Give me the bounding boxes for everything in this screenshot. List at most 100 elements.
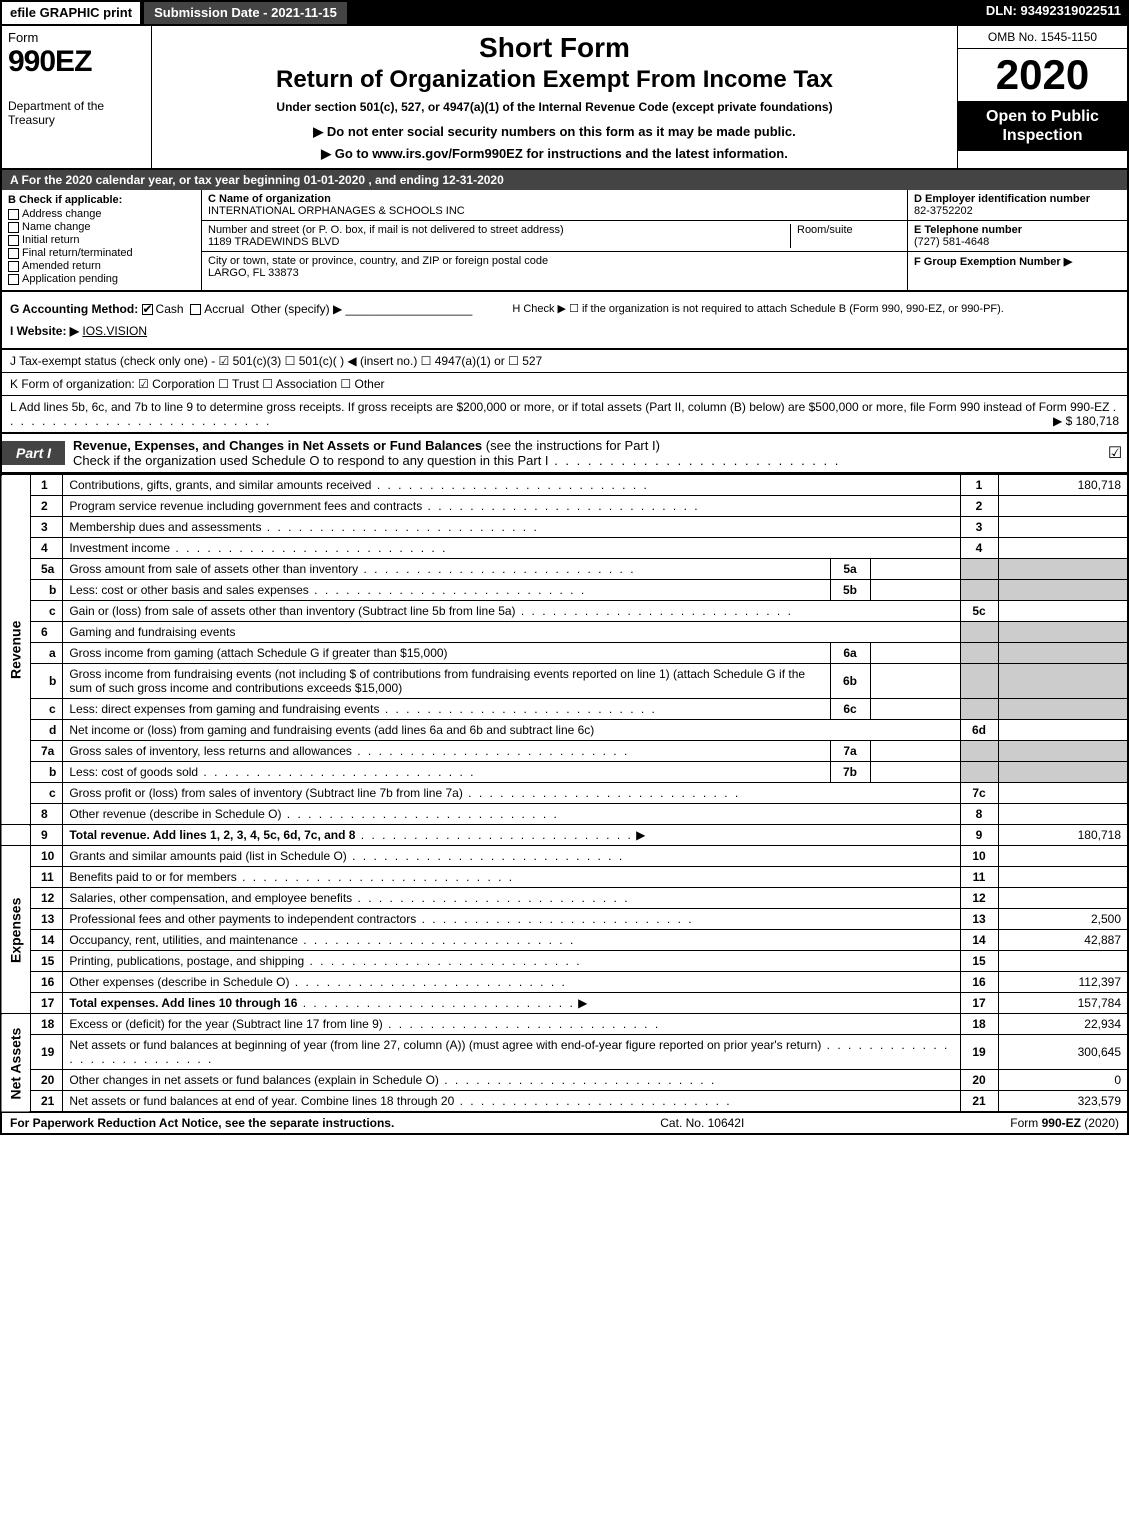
line-21-desc: Net assets or fund balances at end of ye… [69, 1094, 454, 1108]
website-value[interactable]: IOS.VISION [82, 324, 147, 338]
line-13-col: 13 [960, 909, 998, 930]
line-11-amt [998, 867, 1128, 888]
opt-amended-return[interactable]: Amended return [8, 260, 195, 272]
line-1-amt: 180,718 [998, 475, 1128, 496]
line-6-desc: Gaming and fundraising events [63, 622, 960, 643]
part-1-tag: Part I [2, 441, 65, 465]
line-10-desc: Grants and similar amounts paid (list in… [69, 849, 346, 863]
footer-mid: Cat. No. 10642I [660, 1116, 744, 1130]
d-ein-label: D Employer identification number [914, 193, 1090, 205]
line-7c-amt [998, 783, 1128, 804]
line-7a-minival [870, 741, 960, 762]
line-5b-minival [870, 580, 960, 601]
line-9-desc: Total revenue. Add lines 1, 2, 3, 4, 5c,… [69, 828, 355, 842]
line-6b-minival [870, 664, 960, 699]
arrow-icon: ▶ [578, 996, 587, 1010]
shade-cell [960, 559, 998, 580]
form-subtitle: Under section 501(c), 527, or 4947(a)(1)… [162, 100, 947, 114]
expenses-tab: Expenses [1, 846, 31, 1014]
line-20-desc: Other changes in net assets or fund bala… [69, 1073, 439, 1087]
line-5a-minival [870, 559, 960, 580]
shade-cell [960, 762, 998, 783]
instructions-link[interactable]: ▶ Go to www.irs.gov/Form990EZ for instru… [162, 146, 947, 162]
spacer [349, 0, 978, 26]
shade-cell [960, 622, 998, 643]
footer-left: For Paperwork Reduction Act Notice, see … [10, 1116, 394, 1130]
line-7a-mini: 7a [830, 741, 870, 762]
l-amount: ▶ $ 180,718 [1053, 414, 1119, 428]
g-cash-checkbox[interactable] [142, 304, 153, 315]
line-6c-mini: 6c [830, 699, 870, 720]
ssn-warning: ▶ Do not enter social security numbers o… [162, 124, 947, 140]
phone-value: (727) 581-4648 [914, 236, 989, 248]
line-14-col: 14 [960, 930, 998, 951]
shade-cell [960, 643, 998, 664]
opt-final-return[interactable]: Final return/terminated [8, 247, 195, 259]
line-12-col: 12 [960, 888, 998, 909]
org-city: LARGO, FL 33873 [208, 267, 299, 279]
part-1-schedule-o-checkbox[interactable]: ☑ [1103, 443, 1127, 463]
line-7b-desc: Less: cost of goods sold [69, 765, 198, 779]
e-phone-label: E Telephone number [914, 224, 1022, 236]
line-17-desc: Total expenses. Add lines 10 through 16 [69, 996, 297, 1010]
line-3-desc: Membership dues and assessments [69, 520, 261, 534]
line-8-col: 8 [960, 804, 998, 825]
shade-cell [998, 580, 1128, 601]
j-tax-exempt-status: J Tax-exempt status (check only one) - ☑… [2, 350, 1127, 373]
open-to-public: Open to Public Inspection [958, 101, 1127, 151]
line-8-desc: Other revenue (describe in Schedule O) [69, 807, 281, 821]
section-ghi: G Accounting Method: Cash Accrual Other … [0, 292, 1129, 350]
line-1-desc: Contributions, gifts, grants, and simila… [69, 478, 371, 492]
h-schedule-b: H Check ▶ ☐ if the organization is not r… [512, 302, 1004, 316]
col-def: D Employer identification number 82-3752… [907, 190, 1127, 290]
line-5c-col: 5c [960, 601, 998, 622]
line-9-col: 9 [960, 825, 998, 846]
line-18-desc: Excess or (deficit) for the year (Subtra… [69, 1017, 382, 1031]
arrow-icon: ▶ [636, 828, 645, 842]
org-name: INTERNATIONAL ORPHANAGES & SCHOOLS INC [208, 205, 465, 217]
tax-year: 2020 [958, 49, 1127, 101]
opt-address-change[interactable]: Address change [8, 208, 195, 220]
line-17-col: 17 [960, 993, 998, 1014]
efile-button[interactable]: efile GRAPHIC print [0, 0, 142, 26]
line-a-tax-year: A For the 2020 calendar year, or tax yea… [0, 170, 1129, 190]
section-jkl: J Tax-exempt status (check only one) - ☑… [0, 350, 1129, 434]
header-center: Short Form Return of Organization Exempt… [152, 26, 957, 168]
line-21-col: 21 [960, 1091, 998, 1113]
c-addr-label: Number and street (or P. O. box, if mail… [208, 224, 564, 236]
line-4-amt [998, 538, 1128, 559]
g-accrual-checkbox[interactable] [190, 304, 201, 315]
line-15-desc: Printing, publications, postage, and shi… [69, 954, 304, 968]
line-2-amt [998, 496, 1128, 517]
line-20-amt: 0 [998, 1070, 1128, 1091]
line-15-col: 15 [960, 951, 998, 972]
line-6b-mini: 6b [830, 664, 870, 699]
line-20-col: 20 [960, 1070, 998, 1091]
opt-name-change[interactable]: Name change [8, 221, 195, 233]
line-19-desc: Net assets or fund balances at beginning… [69, 1038, 821, 1052]
line-10-col: 10 [960, 846, 998, 867]
c-name-label: C Name of organization [208, 193, 331, 205]
topbar: efile GRAPHIC print Submission Date - 20… [0, 0, 1129, 26]
opt-initial-return[interactable]: Initial return [8, 234, 195, 246]
line-4-desc: Investment income [69, 541, 170, 555]
line-13-amt: 2,500 [998, 909, 1128, 930]
line-5a-mini: 5a [830, 559, 870, 580]
line-6d-col: 6d [960, 720, 998, 741]
footer-right: Form 990-EZ (2020) [1010, 1116, 1119, 1130]
line-5c-amt [998, 601, 1128, 622]
shade-cell [960, 699, 998, 720]
form-label: Form [8, 30, 145, 45]
submission-date: Submission Date - 2021-11-15 [142, 0, 349, 26]
line-21-amt: 323,579 [998, 1091, 1128, 1113]
net-assets-tab: Net Assets [1, 1014, 31, 1113]
line-5b-desc: Less: cost or other basis and sales expe… [69, 583, 308, 597]
shade-cell [998, 664, 1128, 699]
line-6d-desc: Net income or (loss) from gaming and fun… [63, 720, 960, 741]
shade-cell [960, 741, 998, 762]
line-6a-minival [870, 643, 960, 664]
line-5b-mini: 5b [830, 580, 870, 601]
line-7c-col: 7c [960, 783, 998, 804]
opt-application-pending[interactable]: Application pending [8, 273, 195, 285]
line-7a-desc: Gross sales of inventory, less returns a… [69, 744, 352, 758]
